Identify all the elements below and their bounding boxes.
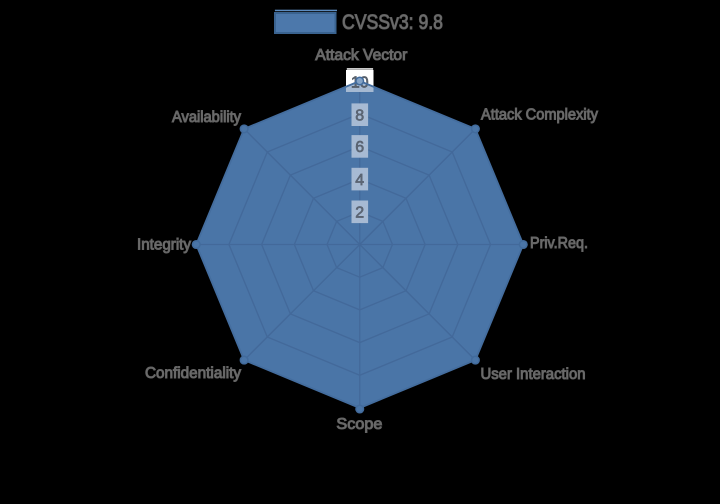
- svg-text:CVSSv3: 9.8: CVSSv3: 9.8: [342, 10, 443, 34]
- svg-text:2: 2: [355, 205, 364, 222]
- svg-text:6: 6: [355, 139, 364, 156]
- svg-text:Integrity: Integrity: [137, 237, 191, 254]
- svg-text:User Interaction: User Interaction: [481, 366, 586, 383]
- svg-text:4: 4: [355, 172, 364, 189]
- svg-text:Confidentiality: Confidentiality: [145, 365, 241, 382]
- svg-text:Availability: Availability: [172, 109, 241, 126]
- svg-text:Attack Complexity: Attack Complexity: [481, 107, 598, 124]
- svg-text:Priv.Req.: Priv.Req.: [530, 235, 588, 252]
- svg-text:Scope: Scope: [336, 416, 382, 433]
- svg-text:Attack Vector: Attack Vector: [315, 47, 408, 64]
- svg-text:8: 8: [355, 108, 364, 125]
